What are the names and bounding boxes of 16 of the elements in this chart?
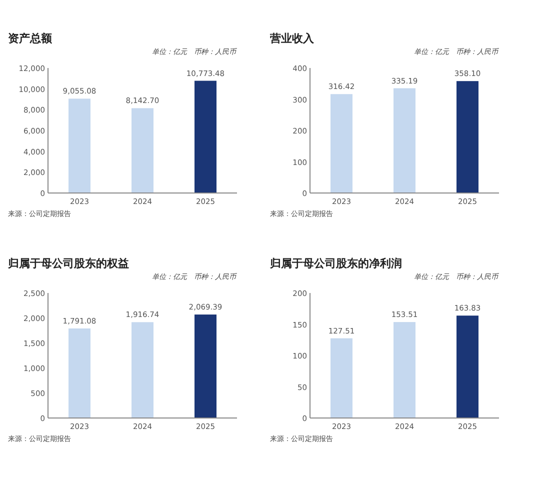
bar [394,88,416,193]
bar [132,322,154,418]
bar [456,316,478,418]
bar [194,314,216,418]
bar [330,94,352,193]
chart-title: 营业收入 [269,32,315,45]
bar [68,328,90,418]
bar [132,108,154,193]
bar [330,338,352,418]
bar [68,98,90,193]
chart-title: 归属于母公司股东的权益 [7,257,129,270]
bar [194,80,216,193]
chart-title: 资产总额 [8,32,53,45]
bar [456,81,478,193]
chart-title: 归属于母公司股东的净利润 [269,257,402,270]
bar [394,322,416,418]
